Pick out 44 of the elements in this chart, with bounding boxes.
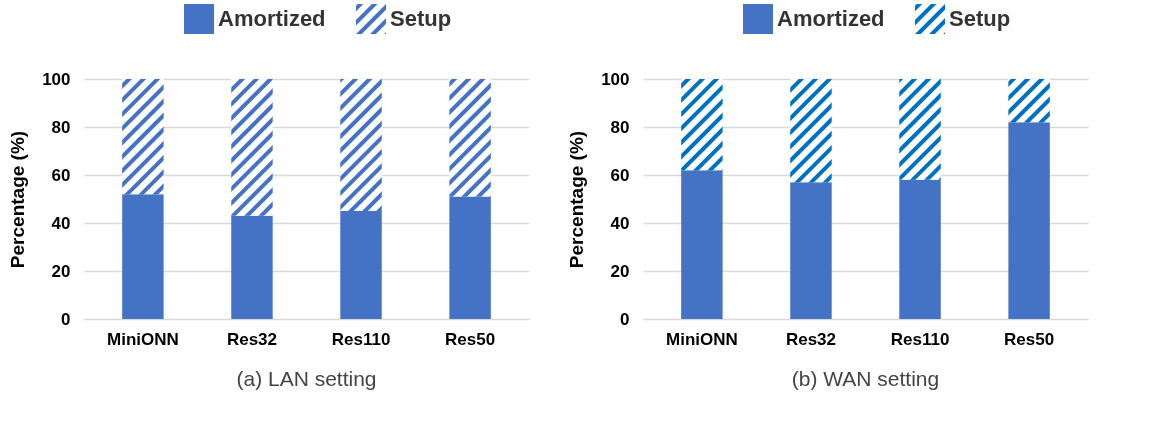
bar (790, 79, 832, 183)
y-tick-label: 60 (51, 165, 71, 185)
bar (449, 196, 491, 319)
y-tick-label: 100 (601, 69, 630, 89)
x-tick-label: MiniONN (107, 329, 179, 349)
y-tick-label: 20 (51, 261, 71, 281)
x-tick-label: Res110 (890, 329, 950, 349)
x-tick-label: Res50 (1004, 329, 1055, 349)
y-tick-label: 40 (610, 213, 630, 233)
y-tick-label: 80 (51, 117, 71, 137)
y-tick-label: 0 (61, 309, 71, 329)
x-tick-label: Res32 (785, 329, 837, 349)
x-tick-label: Res50 (445, 329, 496, 349)
bar (231, 215, 273, 319)
y-axis-title: Percentage (%) (566, 130, 588, 269)
bar (449, 79, 491, 197)
bar (1008, 122, 1050, 319)
bar (681, 170, 723, 319)
bar (122, 79, 164, 195)
bar (340, 79, 382, 211)
legend-label: Setup (949, 6, 1011, 31)
bar (899, 179, 941, 319)
bar (340, 211, 382, 319)
legend-label: Setup (390, 6, 452, 31)
bar (790, 182, 832, 319)
bar (899, 79, 941, 180)
y-tick-label: 60 (610, 165, 630, 185)
bar (681, 79, 723, 171)
x-tick-label: MiniONN (666, 329, 738, 349)
y-tick-label: 40 (51, 213, 71, 233)
y-tick-label: 20 (610, 261, 630, 281)
text: (a) LAN setting (236, 367, 377, 390)
legend-label: Amortized (218, 6, 326, 31)
y-tick-label: 100 (42, 69, 71, 89)
x-tick-label: Res110 (331, 329, 391, 349)
bar (122, 194, 164, 319)
y-axis-title: Percentage (%) (7, 130, 29, 269)
y-tick-label: 0 (620, 309, 630, 329)
bar (1008, 79, 1050, 123)
bar (231, 79, 273, 216)
x-tick-label: Res32 (226, 329, 278, 349)
y-tick-label: 80 (610, 117, 630, 137)
legend-label: Amortized (777, 6, 885, 31)
text: (b) WAN setting (791, 367, 940, 390)
